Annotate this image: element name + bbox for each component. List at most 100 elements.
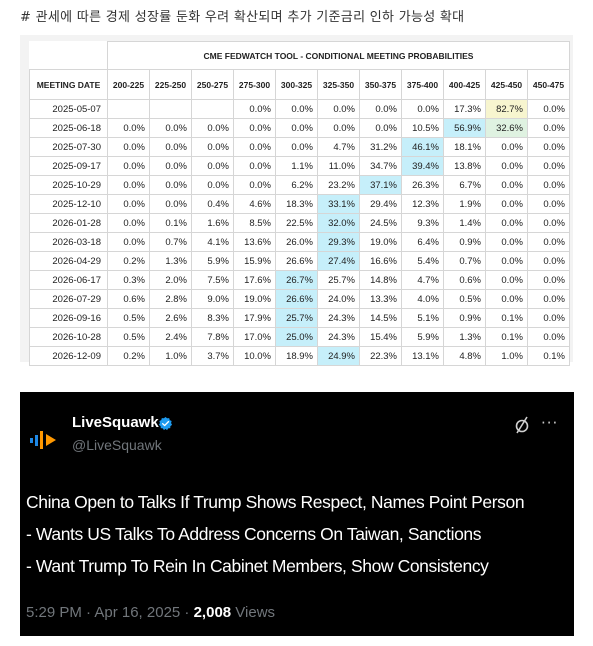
probability-cell: 0.4%: [191, 194, 234, 214]
probability-cell: 7.5%: [191, 270, 234, 290]
table-row: 2025-12-10 0.0% 0.0% 0.4% 4.6% 18.3% 33.1% 29.4…: [29, 194, 570, 214]
probability-cell: 0.0%: [485, 289, 528, 309]
probability-cell: 0.0%: [233, 156, 276, 176]
table-row: 2025-07-30 0.0% 0.0% 0.0% 0.0% 0.0% 4.7% 31.2% 4…: [29, 137, 570, 157]
probability-cell: 1.6%: [191, 213, 234, 233]
probability-cell: 0.0%: [233, 99, 276, 119]
probability-cell: 0.0%: [527, 289, 570, 309]
probability-cell: 0.0%: [527, 118, 570, 138]
probability-cell: 0.0%: [527, 213, 570, 233]
probability-cell: 13.3%: [359, 289, 402, 309]
probability-cell: 0.0%: [191, 175, 234, 195]
probability-cell: 1.4%: [443, 213, 486, 233]
table-row: 2026-03-18 0.0% 0.7% 4.1% 13.6% 26.0% 29.3% 19.…: [29, 232, 570, 252]
probability-cell: 0.2%: [107, 346, 150, 366]
probability-cell: 0.0%: [233, 137, 276, 157]
probability-cell: 17.9%: [233, 308, 276, 328]
probability-cell: 5.4%: [401, 251, 444, 271]
meeting-date-header: MEETING DATE: [29, 69, 108, 100]
probability-cell: [191, 99, 234, 119]
probability-cell: 0.6%: [443, 270, 486, 290]
probability-cell: 29.3%: [317, 232, 360, 252]
probability-cell: 8.3%: [191, 308, 234, 328]
probability-cell: 24.5%: [359, 213, 402, 233]
probability-cell: 27.4%: [317, 251, 360, 271]
probability-cell: 4.0%: [401, 289, 444, 309]
probability-cell: 0.0%: [527, 194, 570, 214]
probability-cell: 0.0%: [149, 137, 192, 157]
probability-cell: 0.0%: [107, 232, 150, 252]
meeting-date-cell: 2026-03-18: [29, 232, 108, 252]
probability-cell: 0.1%: [485, 327, 528, 347]
tweet-author-handle[interactable]: @LiveSquawk: [72, 437, 162, 453]
rate-range-header: 325-350: [317, 69, 360, 100]
grok-icon[interactable]: [514, 416, 530, 434]
fedwatch-table-image: CME FEDWATCH TOOL - CONDITIONAL MEETING …: [20, 35, 573, 366]
probability-cell: 46.1%: [401, 137, 444, 157]
probability-cell: 32.0%: [317, 213, 360, 233]
probability-cell: 0.0%: [401, 99, 444, 119]
probability-cell: 0.1%: [485, 308, 528, 328]
table-row: 2025-06-18 0.0% 0.0% 0.0% 0.0% 0.0% 0.0% 0.0% 10…: [29, 118, 570, 138]
probability-cell: 12.3%: [401, 194, 444, 214]
rate-range-header: 400-425: [443, 69, 486, 100]
probability-cell: 0.6%: [107, 289, 150, 309]
probability-cell: 22.3%: [359, 346, 402, 366]
probability-cell: 0.9%: [443, 232, 486, 252]
probability-cell: 0.0%: [233, 118, 276, 138]
probability-cell: 2.4%: [149, 327, 192, 347]
probability-cell: 0.0%: [359, 118, 402, 138]
probability-cell: 24.3%: [317, 327, 360, 347]
probability-cell: 1.3%: [149, 251, 192, 271]
probability-cell: 0.0%: [107, 118, 150, 138]
probability-cell: 25.7%: [317, 270, 360, 290]
rate-range-header: 275-300: [233, 69, 276, 100]
livesquawk-logo-icon: [30, 431, 56, 449]
rate-range-header: 450-475: [527, 69, 570, 100]
probability-cell: 0.0%: [485, 213, 528, 233]
probability-cell: 0.0%: [485, 156, 528, 176]
probability-cell: 0.0%: [527, 137, 570, 157]
probability-cell: 4.7%: [317, 137, 360, 157]
table-row: 2026-10-28 0.5% 2.4% 7.8% 17.0% 25.0% 24.3% 15.…: [29, 327, 570, 347]
probability-cell: 0.9%: [443, 308, 486, 328]
probability-cell: 0.0%: [233, 175, 276, 195]
tweet-card: LiveSquawk @LiveSquawk ··· China Open to…: [20, 392, 574, 636]
probability-cell: 17.3%: [443, 99, 486, 119]
probability-cell: 0.0%: [485, 137, 528, 157]
tweet-timestamp[interactable]: 5:29 PM · Apr 16, 2025 ·: [26, 604, 194, 621]
tweet-line: - Want Trump To Rein In Cabinet Members,…: [26, 556, 489, 576]
probability-cell: 2.0%: [149, 270, 192, 290]
probability-cell: 0.0%: [191, 118, 234, 138]
probability-cell: 19.0%: [359, 232, 402, 252]
rate-range-header: 300-325: [275, 69, 318, 100]
probability-cell: 15.9%: [233, 251, 276, 271]
tweet-author-name[interactable]: LiveSquawk: [72, 414, 159, 431]
probability-cell: 13.8%: [443, 156, 486, 176]
meeting-date-cell: 2025-05-07: [29, 99, 108, 119]
probability-cell: 8.5%: [233, 213, 276, 233]
tweet-meta: 5:29 PM · Apr 16, 2025 · 2,008 Views: [26, 604, 275, 621]
probability-cell: 5.9%: [191, 251, 234, 271]
probability-cell: 19.0%: [233, 289, 276, 309]
table-row: 2025-09-17 0.0% 0.0% 0.0% 0.0% 1.1% 11.0% 34.7%…: [29, 156, 570, 176]
probability-cell: 0.0%: [317, 118, 360, 138]
probability-cell: 5.9%: [401, 327, 444, 347]
probability-cell: 0.0%: [527, 156, 570, 176]
probability-cell: 9.0%: [191, 289, 234, 309]
probability-cell: 0.0%: [107, 194, 150, 214]
table-corner: [29, 41, 108, 70]
meeting-date-cell: 2026-10-28: [29, 327, 108, 347]
table-row: 2025-05-07 0.0% 0.0% 0.0% 0.0% 0.0% 17.3% 82.7%…: [29, 99, 570, 119]
table-row: 2026-01-28 0.0% 0.1% 1.6% 8.5% 22.5% 32.0% 24.5…: [29, 213, 570, 233]
probability-cell: 0.2%: [107, 251, 150, 271]
probability-cell: 2.8%: [149, 289, 192, 309]
more-options-icon[interactable]: ···: [541, 414, 559, 432]
probability-cell: 0.0%: [107, 137, 150, 157]
meeting-date-cell: 2025-12-10: [29, 194, 108, 214]
rate-range-header: 350-375: [359, 69, 402, 100]
tweet-views-count: 2,008: [193, 604, 232, 621]
rate-range-header: 200-225: [107, 69, 150, 100]
tweet-line: China Open to Talks If Trump Shows Respe…: [26, 492, 525, 512]
probability-cell: 0.0%: [527, 308, 570, 328]
